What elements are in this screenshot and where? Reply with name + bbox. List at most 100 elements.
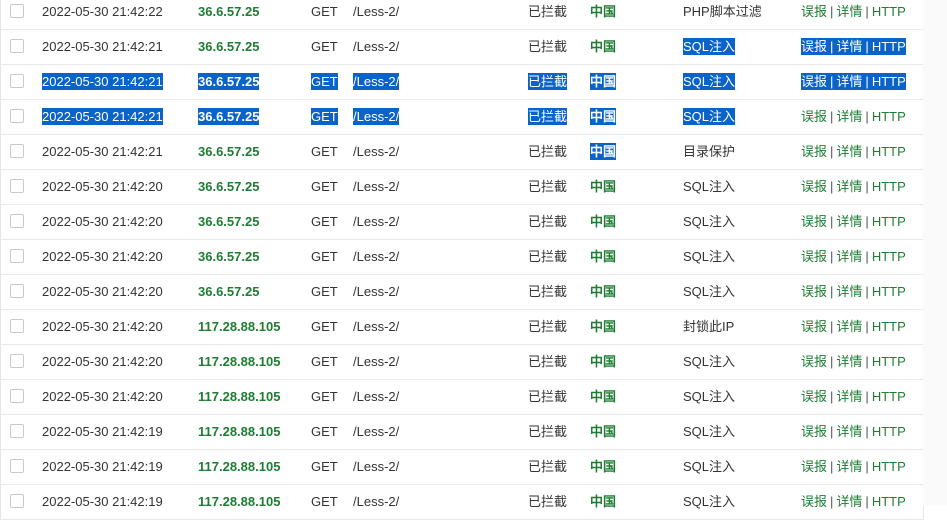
status-cell: 已拦截 [528, 354, 568, 369]
row-checkbox[interactable] [10, 109, 24, 123]
detail-link[interactable]: 详情 [836, 74, 863, 89]
report-false-positive-link[interactable]: 误报 [801, 389, 828, 404]
table-row[interactable]: 2022-05-30 21:42:20 117.28.88.105 GET /L… [1, 310, 923, 345]
row-checkbox[interactable] [10, 249, 24, 263]
path-cell: /Less-2/ [353, 65, 400, 99]
table-row[interactable]: 2022-05-30 21:42:19 117.28.88.105 GET /L… [1, 415, 923, 450]
detail-link[interactable]: 详情 [836, 389, 863, 404]
report-false-positive-link[interactable]: 误报 [801, 354, 828, 369]
detail-link[interactable]: 详情 [836, 459, 863, 474]
http-link[interactable]: HTTP [871, 424, 906, 439]
report-false-positive-link[interactable]: 误报 [801, 39, 828, 54]
row-checkbox[interactable] [10, 284, 24, 298]
report-false-positive-link[interactable]: 误报 [801, 249, 828, 264]
detail-link[interactable]: 详情 [836, 249, 863, 264]
ip-cell: 36.6.57.25 [198, 100, 260, 134]
row-checkbox[interactable] [10, 4, 24, 18]
attack-type-cell: SQL注入 [683, 179, 736, 194]
status-cell: 已拦截 [528, 284, 568, 299]
row-checkbox[interactable] [10, 319, 24, 333]
table-row[interactable]: 2022-05-30 21:42:20 117.28.88.105 GET /L… [1, 345, 923, 380]
status-cell: 已拦截 [528, 459, 568, 474]
http-link[interactable]: HTTP [871, 459, 906, 474]
report-false-positive-link[interactable]: 误报 [801, 144, 828, 159]
path-cell: /Less-2/ [353, 389, 400, 404]
separator: | [830, 4, 834, 19]
table-row[interactable]: 2022-05-30 21:42:20 36.6.57.25 GET /Less… [1, 240, 923, 275]
report-false-positive-link[interactable]: 误报 [801, 284, 828, 299]
row-checkbox[interactable] [10, 354, 24, 368]
detail-link[interactable]: 详情 [836, 144, 863, 159]
http-link[interactable]: HTTP [871, 389, 906, 404]
detail-link[interactable]: 详情 [836, 214, 863, 229]
attack-type-cell: SQL注入 [683, 424, 736, 439]
method-cell: GET [311, 494, 338, 509]
row-actions: 误报 | 详情 | HTTP [801, 275, 906, 309]
report-false-positive-link[interactable]: 误报 [801, 179, 828, 194]
report-false-positive-link[interactable]: 误报 [801, 319, 828, 334]
time-cell: 2022-05-30 21:42:22 [42, 4, 163, 19]
row-checkbox[interactable] [10, 389, 24, 403]
http-link[interactable]: HTTP [871, 319, 906, 334]
path-cell: /Less-2/ [353, 144, 400, 159]
attack-type-cell: SQL注入 [683, 65, 736, 99]
table-row[interactable]: 2022-05-30 21:42:20 36.6.57.25 GET /Less… [1, 275, 923, 310]
report-false-positive-link[interactable]: 误报 [801, 214, 828, 229]
report-false-positive-link[interactable]: 误报 [801, 494, 828, 509]
attack-type-cell: SQL注入 [683, 30, 736, 64]
selected-text: 已拦截 [528, 108, 568, 125]
http-link[interactable]: HTTP [871, 144, 906, 159]
table-row[interactable]: 2022-05-30 21:42:21 36.6.57.25 GET /Less… [1, 65, 923, 100]
table-row[interactable]: 2022-05-30 21:42:20 36.6.57.25 GET /Less… [1, 205, 923, 240]
http-link[interactable]: HTTP [871, 354, 906, 369]
time-cell: 2022-05-30 21:42:19 [42, 424, 163, 439]
row-checkbox[interactable] [10, 459, 24, 473]
separator: | [865, 494, 869, 509]
http-link[interactable]: HTTP [871, 494, 906, 509]
time-cell: 2022-05-30 21:42:21 [42, 144, 163, 159]
report-false-positive-link[interactable]: 误报 [801, 74, 828, 89]
http-link[interactable]: HTTP [871, 284, 906, 299]
detail-link[interactable]: 详情 [836, 4, 863, 19]
table-row[interactable]: 2022-05-30 21:42:19 117.28.88.105 GET /L… [1, 450, 923, 485]
row-checkbox[interactable] [10, 39, 24, 53]
detail-link[interactable]: 详情 [836, 284, 863, 299]
row-checkbox[interactable] [10, 144, 24, 158]
separator: | [830, 354, 834, 369]
http-link[interactable]: HTTP [871, 4, 906, 19]
table-row[interactable]: 2022-05-30 21:42:20 36.6.57.25 GET /Less… [1, 170, 923, 205]
table-row[interactable]: 2022-05-30 21:42:21 36.6.57.25 GET /Less… [1, 135, 923, 170]
row-checkbox[interactable] [10, 179, 24, 193]
report-false-positive-link[interactable]: 误报 [801, 459, 828, 474]
row-checkbox[interactable] [10, 424, 24, 438]
country-cell: 中国 [590, 354, 617, 369]
http-link[interactable]: HTTP [871, 179, 906, 194]
table-row[interactable]: 2022-05-30 21:42:21 36.6.57.25 GET /Less… [1, 100, 923, 135]
row-checkbox[interactable] [10, 74, 24, 88]
detail-link[interactable]: 详情 [836, 319, 863, 334]
http-link[interactable]: HTTP [871, 249, 906, 264]
method-cell: GET [311, 389, 338, 404]
report-false-positive-link[interactable]: 误报 [801, 109, 828, 124]
row-checkbox[interactable] [10, 214, 24, 228]
detail-link[interactable]: 详情 [836, 39, 863, 54]
http-link[interactable]: HTTP [871, 214, 906, 229]
http-link[interactable]: HTTP [871, 74, 906, 89]
table-row[interactable]: 2022-05-30 21:42:22 36.6.57.25 GET /Less… [1, 0, 923, 30]
table-row[interactable]: 2022-05-30 21:42:21 36.6.57.25 GET /Less… [1, 30, 923, 65]
table-row[interactable]: 2022-05-30 21:42:19 117.28.88.105 GET /L… [1, 485, 923, 520]
http-link[interactable]: HTTP [871, 39, 906, 54]
table-row[interactable]: 2022-05-30 21:42:20 117.28.88.105 GET /L… [1, 380, 923, 415]
report-false-positive-link[interactable]: 误报 [801, 424, 828, 439]
ip-cell: 36.6.57.25 [198, 249, 260, 264]
path-cell: /Less-2/ [353, 354, 400, 369]
http-link[interactable]: HTTP [871, 109, 906, 124]
attack-type-cell: SQL注入 [683, 354, 736, 369]
detail-link[interactable]: 详情 [836, 179, 863, 194]
detail-link[interactable]: 详情 [836, 354, 863, 369]
report-false-positive-link[interactable]: 误报 [801, 4, 828, 19]
detail-link[interactable]: 详情 [836, 109, 863, 124]
detail-link[interactable]: 详情 [836, 424, 863, 439]
detail-link[interactable]: 详情 [836, 494, 863, 509]
country-cell: 中国 [590, 424, 617, 439]
